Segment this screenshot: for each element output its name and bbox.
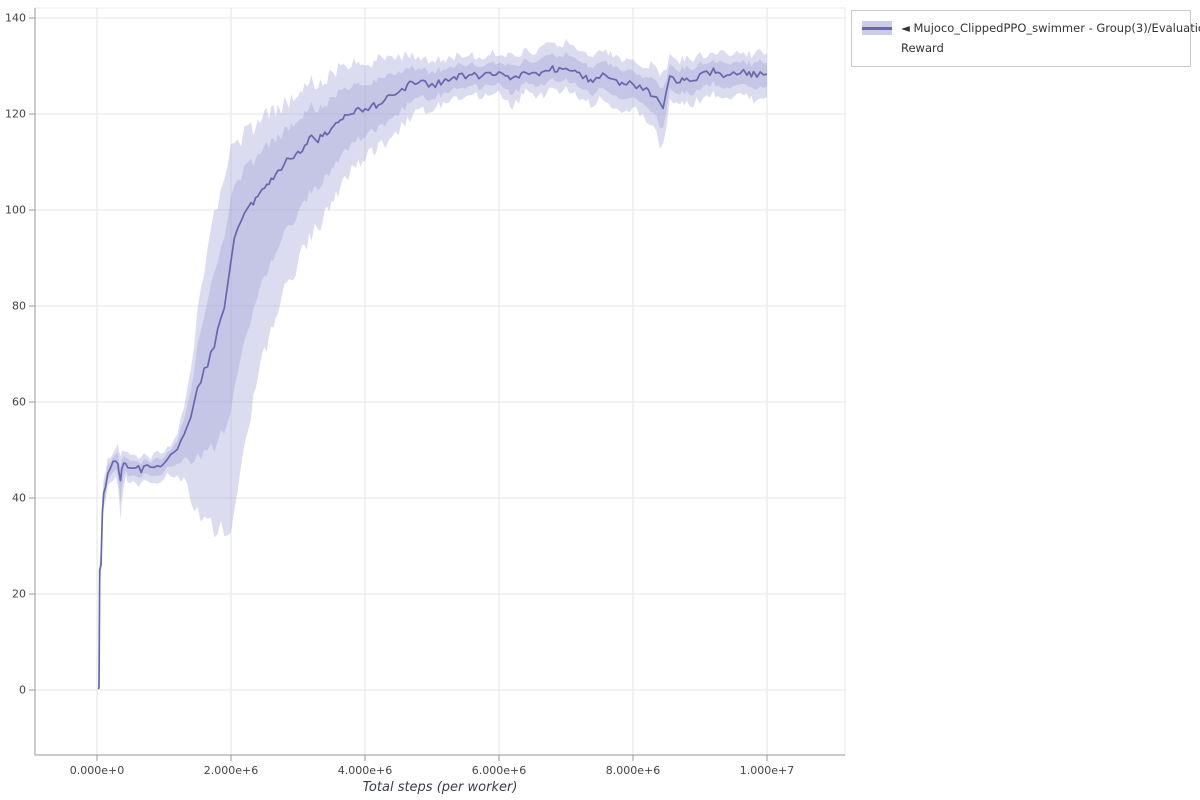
legend-label-line1: ◄ Mujoco_ClippedPPO_swimmer - Group(3)/E… [901, 21, 1200, 35]
y-tick-label: 40 [12, 492, 26, 505]
y-tick-label: 0 [19, 684, 26, 697]
x-tick-label: 8.000e+6 [606, 764, 660, 777]
legend-swatch-line [862, 26, 892, 30]
legend-swatch-band [862, 21, 892, 35]
legend-label: ◄ Mujoco_ClippedPPO_swimmer - Group(3)/E… [901, 19, 1200, 58]
legend-item[interactable]: ◄ Mujoco_ClippedPPO_swimmer - Group(3)/E… [862, 19, 1200, 58]
x-axis-title: Total steps (per worker) [362, 780, 518, 795]
y-tick-label: 20 [12, 588, 26, 601]
x-tick-label: 4.000e+6 [338, 764, 392, 777]
x-tick-label: 1.000e+7 [740, 764, 794, 777]
plot-area [97, 38, 768, 691]
y-tick-label: 60 [12, 396, 26, 409]
confidence-band [98, 38, 768, 691]
y-tick-label: 100 [5, 204, 26, 217]
legend-label-line2: Reward [901, 40, 944, 55]
legend: ◄ Mujoco_ClippedPPO_swimmer - Group(3)/E… [851, 10, 1200, 68]
plot-border [34, 7, 846, 756]
y-tick-label: 140 [5, 12, 26, 25]
confidence-band-inner [98, 52, 768, 690]
mean-line [97, 65, 768, 690]
x-tick-label: 0.000e+0 [70, 764, 124, 777]
y-tick-label: 120 [5, 108, 26, 121]
y-tick-label: 80 [12, 300, 26, 313]
x-tick-label: 6.000e+6 [472, 764, 526, 777]
x-tick-label: 2.000e+6 [204, 764, 258, 777]
